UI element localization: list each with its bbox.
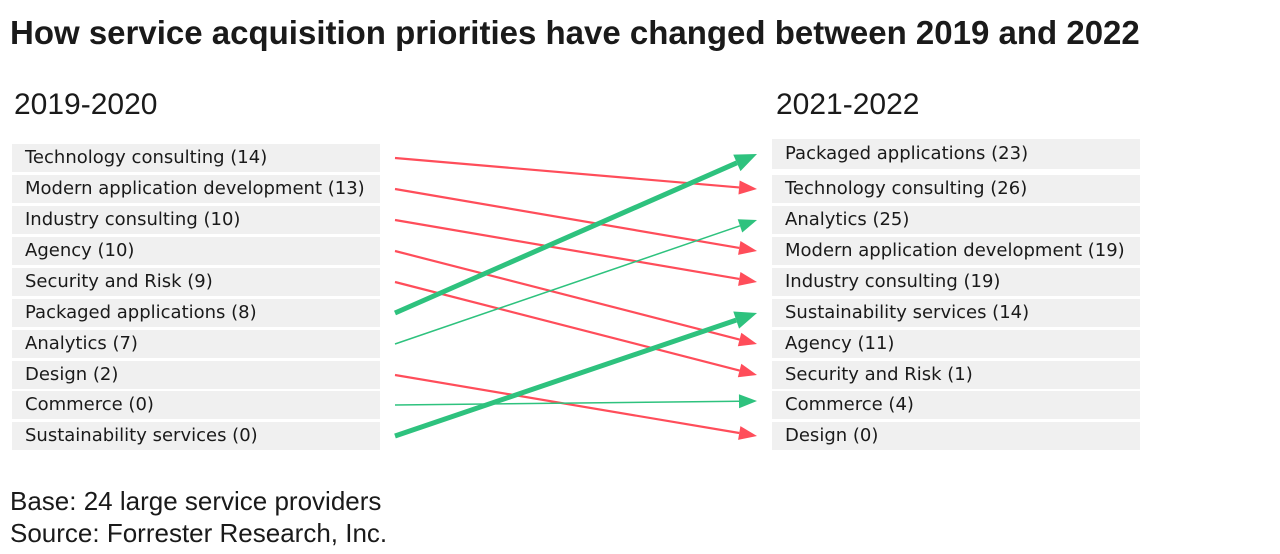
- left-item: Security and Risk (9): [12, 268, 380, 296]
- arrow-head: [738, 241, 757, 255]
- arrow-up: [394, 219, 757, 345]
- arrow-line: [394, 187, 740, 250]
- left-item: Industry consulting (10): [12, 206, 380, 234]
- arrow-up: [394, 311, 757, 439]
- left-item: Modern application development (13): [12, 175, 380, 203]
- arrow-up: [393, 154, 757, 316]
- footer-base: Base: 24 large service providers: [10, 486, 382, 516]
- left-item: Sustainability services (0): [12, 422, 380, 450]
- arrow-line: [394, 400, 740, 406]
- right-item: Technology consulting (26): [772, 175, 1140, 203]
- arrow-down: [394, 187, 757, 255]
- right-item: Industry consulting (19): [772, 268, 1140, 296]
- right-item: Agency (11): [772, 330, 1140, 358]
- right-item: Security and Risk (1): [772, 361, 1140, 389]
- arrow-line: [394, 280, 740, 372]
- left-item: Packaged applications (8): [12, 299, 380, 327]
- arrow-line: [394, 317, 737, 439]
- arrow-head: [738, 272, 757, 286]
- arrow-head: [738, 180, 757, 195]
- left-item: Technology consulting (14): [12, 144, 380, 172]
- right-item: Modern application development (19): [772, 237, 1140, 265]
- arrow-line: [394, 373, 740, 435]
- arrow-line: [394, 218, 740, 281]
- left-item: Agency (10): [12, 237, 380, 265]
- right-item: Sustainability services (14): [772, 299, 1140, 327]
- arrow-head: [737, 332, 757, 347]
- right-item: Packaged applications (23): [772, 139, 1140, 169]
- left-item: Analytics (7): [12, 330, 380, 358]
- arrow-line: [394, 249, 740, 341]
- left-item: Commerce (0): [12, 391, 380, 419]
- arrow-line: [393, 160, 738, 316]
- arrow-down: [394, 218, 757, 286]
- chart-title: How service acquisition priorities have …: [10, 14, 1140, 51]
- arrow-line: [394, 225, 741, 345]
- arrow-up: [394, 394, 757, 409]
- arrow-down: [394, 249, 757, 347]
- right-item: Analytics (25): [772, 206, 1140, 234]
- arrow-head: [738, 426, 757, 440]
- arrow-down: [394, 280, 757, 378]
- arrow-head: [733, 154, 757, 172]
- arrow-down: [394, 373, 757, 440]
- arrow-head: [737, 219, 757, 233]
- arrow-line: [394, 156, 740, 189]
- right-column-heading: 2021-2022: [776, 88, 920, 121]
- right-item: Commerce (4): [772, 391, 1140, 419]
- left-item: Design (2): [12, 361, 380, 389]
- right-item: Design (0): [772, 422, 1140, 450]
- arrow-down: [394, 156, 757, 195]
- left-column-heading: 2019-2020: [14, 88, 158, 121]
- arrow-head: [733, 311, 757, 329]
- arrow-head: [737, 363, 757, 378]
- footer-source: Source: Forrester Research, Inc.: [10, 518, 388, 548]
- arrow-head: [738, 394, 757, 409]
